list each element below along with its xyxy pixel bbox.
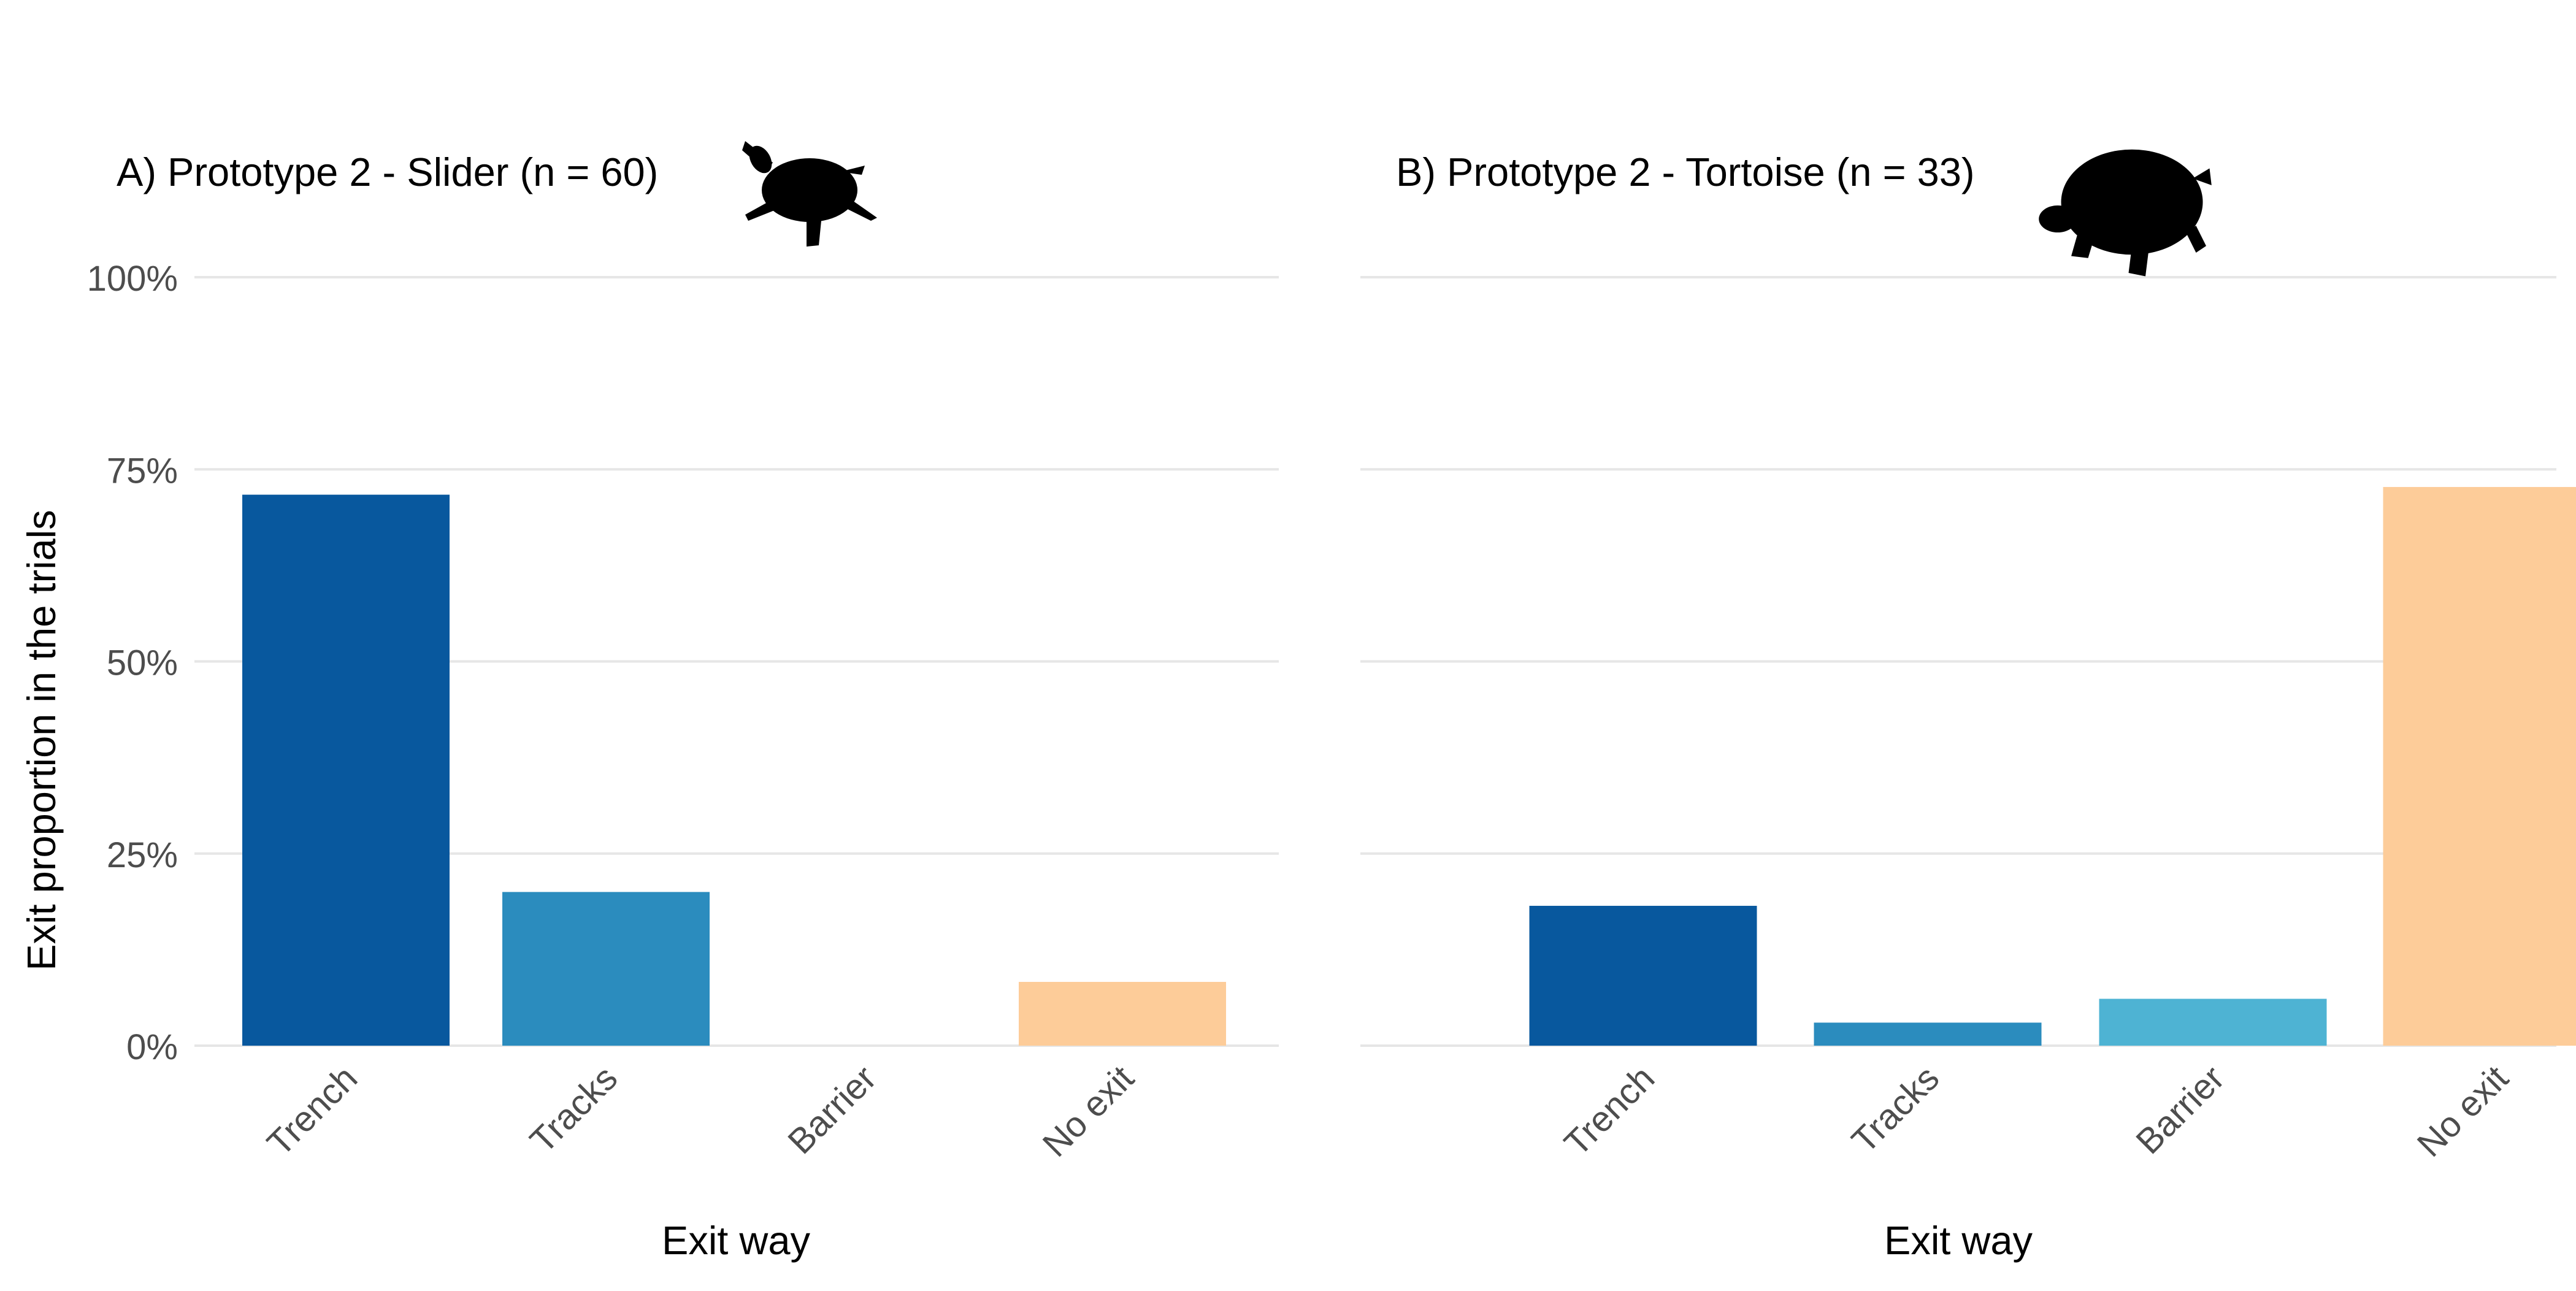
x-tick-label: Trench — [259, 1058, 365, 1163]
slider-turtle-silhouette-icon — [742, 141, 877, 247]
x-tick-label: Tracks — [1844, 1058, 1947, 1160]
bar-trench — [1530, 906, 1757, 1046]
tortoise-silhouette-icon — [2039, 150, 2212, 277]
bar-no-exit — [2383, 487, 2576, 1046]
x-tick-label: Barrier — [2128, 1058, 2232, 1162]
x-axis-label: Exit way — [1884, 1218, 2033, 1263]
panel-tortoise: Trench Tracks Barrier No exit Exit way B) Pro… — [1360, 150, 2576, 1263]
bar-tracks — [502, 892, 710, 1046]
y-tick-label: 100% — [87, 259, 178, 299]
bar-trench — [242, 495, 450, 1046]
x-tick-label: Tracks — [523, 1058, 625, 1160]
panel-title: A) Prototype 2 - Slider (n = 60) — [117, 150, 658, 194]
x-axis-label: Exit way — [662, 1218, 811, 1263]
y-tick-label: 25% — [107, 835, 178, 875]
y-tick-label: 50% — [107, 643, 178, 683]
x-tick-label: No exit — [1035, 1058, 1142, 1165]
panel-title: B) Prototype 2 - Tortoise (n = 33) — [1396, 150, 1975, 194]
x-tick-label: No exit — [2410, 1058, 2517, 1165]
panel-slider: 0% 25% 50% 75% 100% Trench Tracks Barrier No exi… — [87, 141, 1279, 1263]
x-tick-label: Barrier — [780, 1058, 884, 1162]
bar-tracks — [1814, 1022, 2042, 1046]
y-axis-label: Exit proportion in the trials — [19, 510, 64, 970]
bar-no-exit — [1019, 982, 1226, 1046]
bar-barrier — [2099, 999, 2327, 1046]
y-tick-label: 75% — [107, 451, 178, 491]
x-tick-label: Trench — [1557, 1058, 1662, 1163]
panel-icon-wrap — [2039, 150, 2212, 277]
y-tick-label: 0% — [126, 1027, 178, 1067]
panel-icon-wrap — [742, 141, 877, 247]
